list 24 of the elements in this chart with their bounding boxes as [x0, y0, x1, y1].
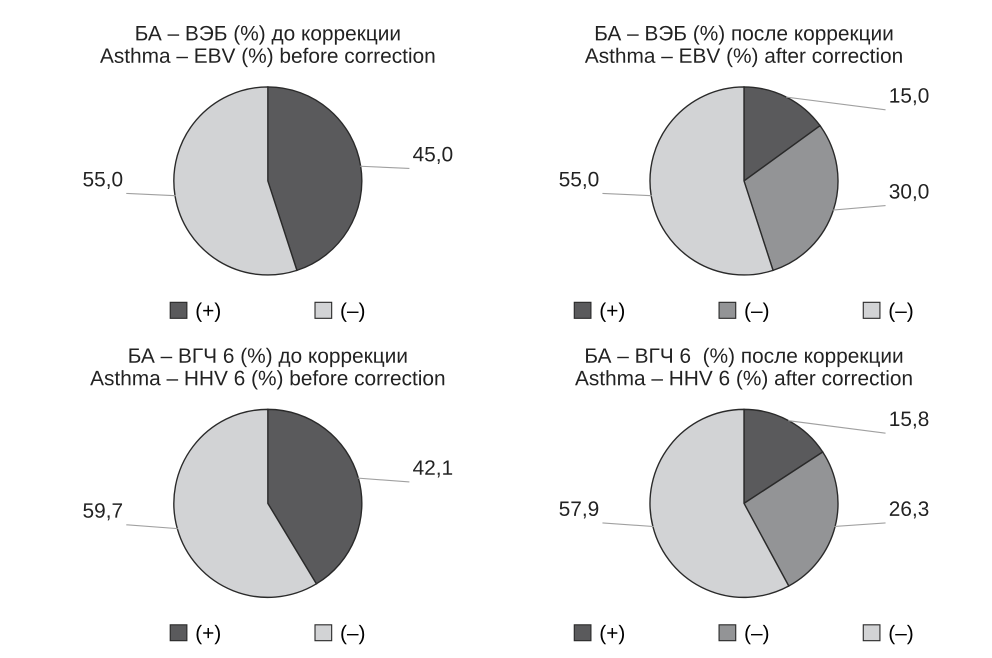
legend-label: (–)	[890, 624, 912, 644]
data-label: 42,1	[413, 460, 452, 478]
chart-title: БА – ВЭБ (%) после коррекции Asthma – EBV (%) after correction	[584, 25, 902, 68]
chart-title: БА – ВГЧ 6 (%) после коррекции Asthma – HHV 6 (%) after correction	[575, 348, 912, 390]
data-label: 30,0	[890, 184, 928, 202]
data-label: 15,0	[890, 88, 928, 106]
legend-label: (–)	[745, 624, 768, 644]
legend-label: (–)	[745, 302, 768, 322]
legend-label: (–)	[890, 302, 912, 322]
legend-label: (+)	[196, 624, 220, 644]
data-label: 45,0	[413, 146, 452, 164]
data-label: 59,7	[83, 503, 122, 520]
data-label: 55,0	[83, 172, 122, 189]
legend-label: (+)	[196, 302, 220, 322]
legend-label: (+)	[600, 624, 624, 644]
data-label: 26,3	[890, 501, 928, 519]
data-label: 57,9	[560, 501, 598, 519]
data-label: 55,0	[560, 172, 598, 189]
chart-title: БА – ВГЧ 6 (%) до коррекции Asthma – HHV 6 (%) before correction	[90, 348, 444, 390]
legend-label: (+)	[600, 302, 624, 322]
legend-label: (–)	[341, 302, 364, 322]
data-label: 15,8	[890, 411, 928, 429]
chart-title: БА – ВЭБ (%) до коррекции Asthma – EBV (%) before correction	[100, 25, 434, 68]
legend-label: (–)	[341, 624, 364, 644]
